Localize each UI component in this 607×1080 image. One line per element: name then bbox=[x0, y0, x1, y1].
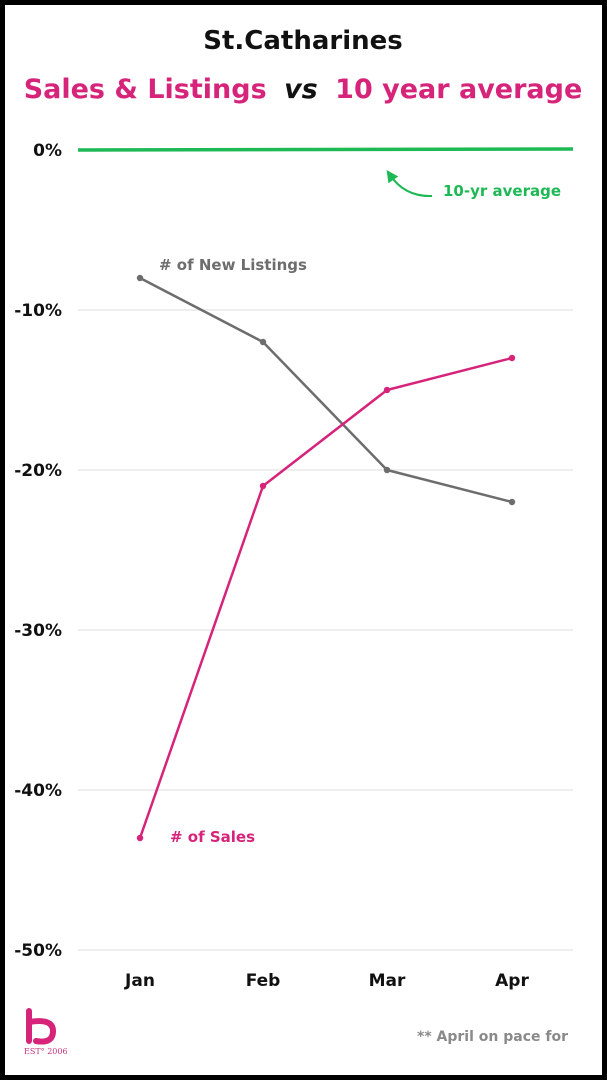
chart-frame: St.Catharines Sales & Listings vs 10 yea… bbox=[5, 5, 602, 1075]
chart-title: St.Catharines bbox=[203, 26, 403, 56]
x-tick-label: Feb bbox=[246, 971, 281, 991]
subtitle-part-sales-listings: Sales & Listings bbox=[24, 74, 267, 105]
average-line bbox=[77, 147, 574, 152]
data-point bbox=[136, 274, 144, 282]
brand-logo-est: EST° 2006 bbox=[24, 1047, 68, 1056]
chart-subtitle: Sales & Listings vs 10 year average bbox=[24, 74, 583, 105]
subtitle-part-vs: vs bbox=[284, 74, 318, 105]
average-line-label: 10-yr average bbox=[443, 182, 561, 200]
series-line-sales bbox=[138, 356, 513, 839]
series-label-new-listings: # of New Listings bbox=[159, 256, 307, 274]
average-arrow-icon bbox=[386, 170, 433, 198]
x-tick-label: Mar bbox=[369, 971, 406, 991]
data-point bbox=[259, 482, 267, 490]
data-point bbox=[508, 354, 516, 362]
x-tick-label: Apr bbox=[495, 971, 529, 991]
footnote: ** April on pace for bbox=[417, 1029, 568, 1045]
y-tick-label: -40% bbox=[14, 781, 62, 801]
subtitle-part-ten-year-average: 10 year average bbox=[335, 74, 582, 105]
data-point bbox=[383, 466, 391, 474]
series-group bbox=[136, 274, 516, 842]
y-tick-label: -30% bbox=[14, 621, 62, 641]
grid-lines bbox=[78, 309, 573, 951]
data-point bbox=[383, 386, 391, 394]
data-point bbox=[136, 834, 144, 842]
series-line-new-listings bbox=[139, 276, 513, 504]
y-tick-label: -20% bbox=[14, 461, 62, 481]
reference-line-group bbox=[77, 147, 574, 152]
y-tick-label: -50% bbox=[14, 941, 62, 961]
data-point bbox=[508, 498, 516, 506]
x-tick-label: Jan bbox=[124, 971, 155, 991]
x-axis-ticks: Jan Feb Mar Apr bbox=[124, 971, 529, 991]
y-tick-label: 0% bbox=[33, 141, 62, 161]
data-point bbox=[259, 338, 267, 346]
line-chart: St.Catharines Sales & Listings vs 10 yea… bbox=[14, 26, 583, 1056]
brand-logo: EST° 2006 bbox=[24, 1008, 68, 1056]
y-tick-label: -10% bbox=[14, 301, 62, 321]
y-axis-ticks: 0% -10% -20% -30% -40% -50% bbox=[14, 141, 62, 961]
series-label-sales: # of Sales bbox=[170, 828, 255, 846]
brand-logo-icon bbox=[26, 1008, 57, 1045]
